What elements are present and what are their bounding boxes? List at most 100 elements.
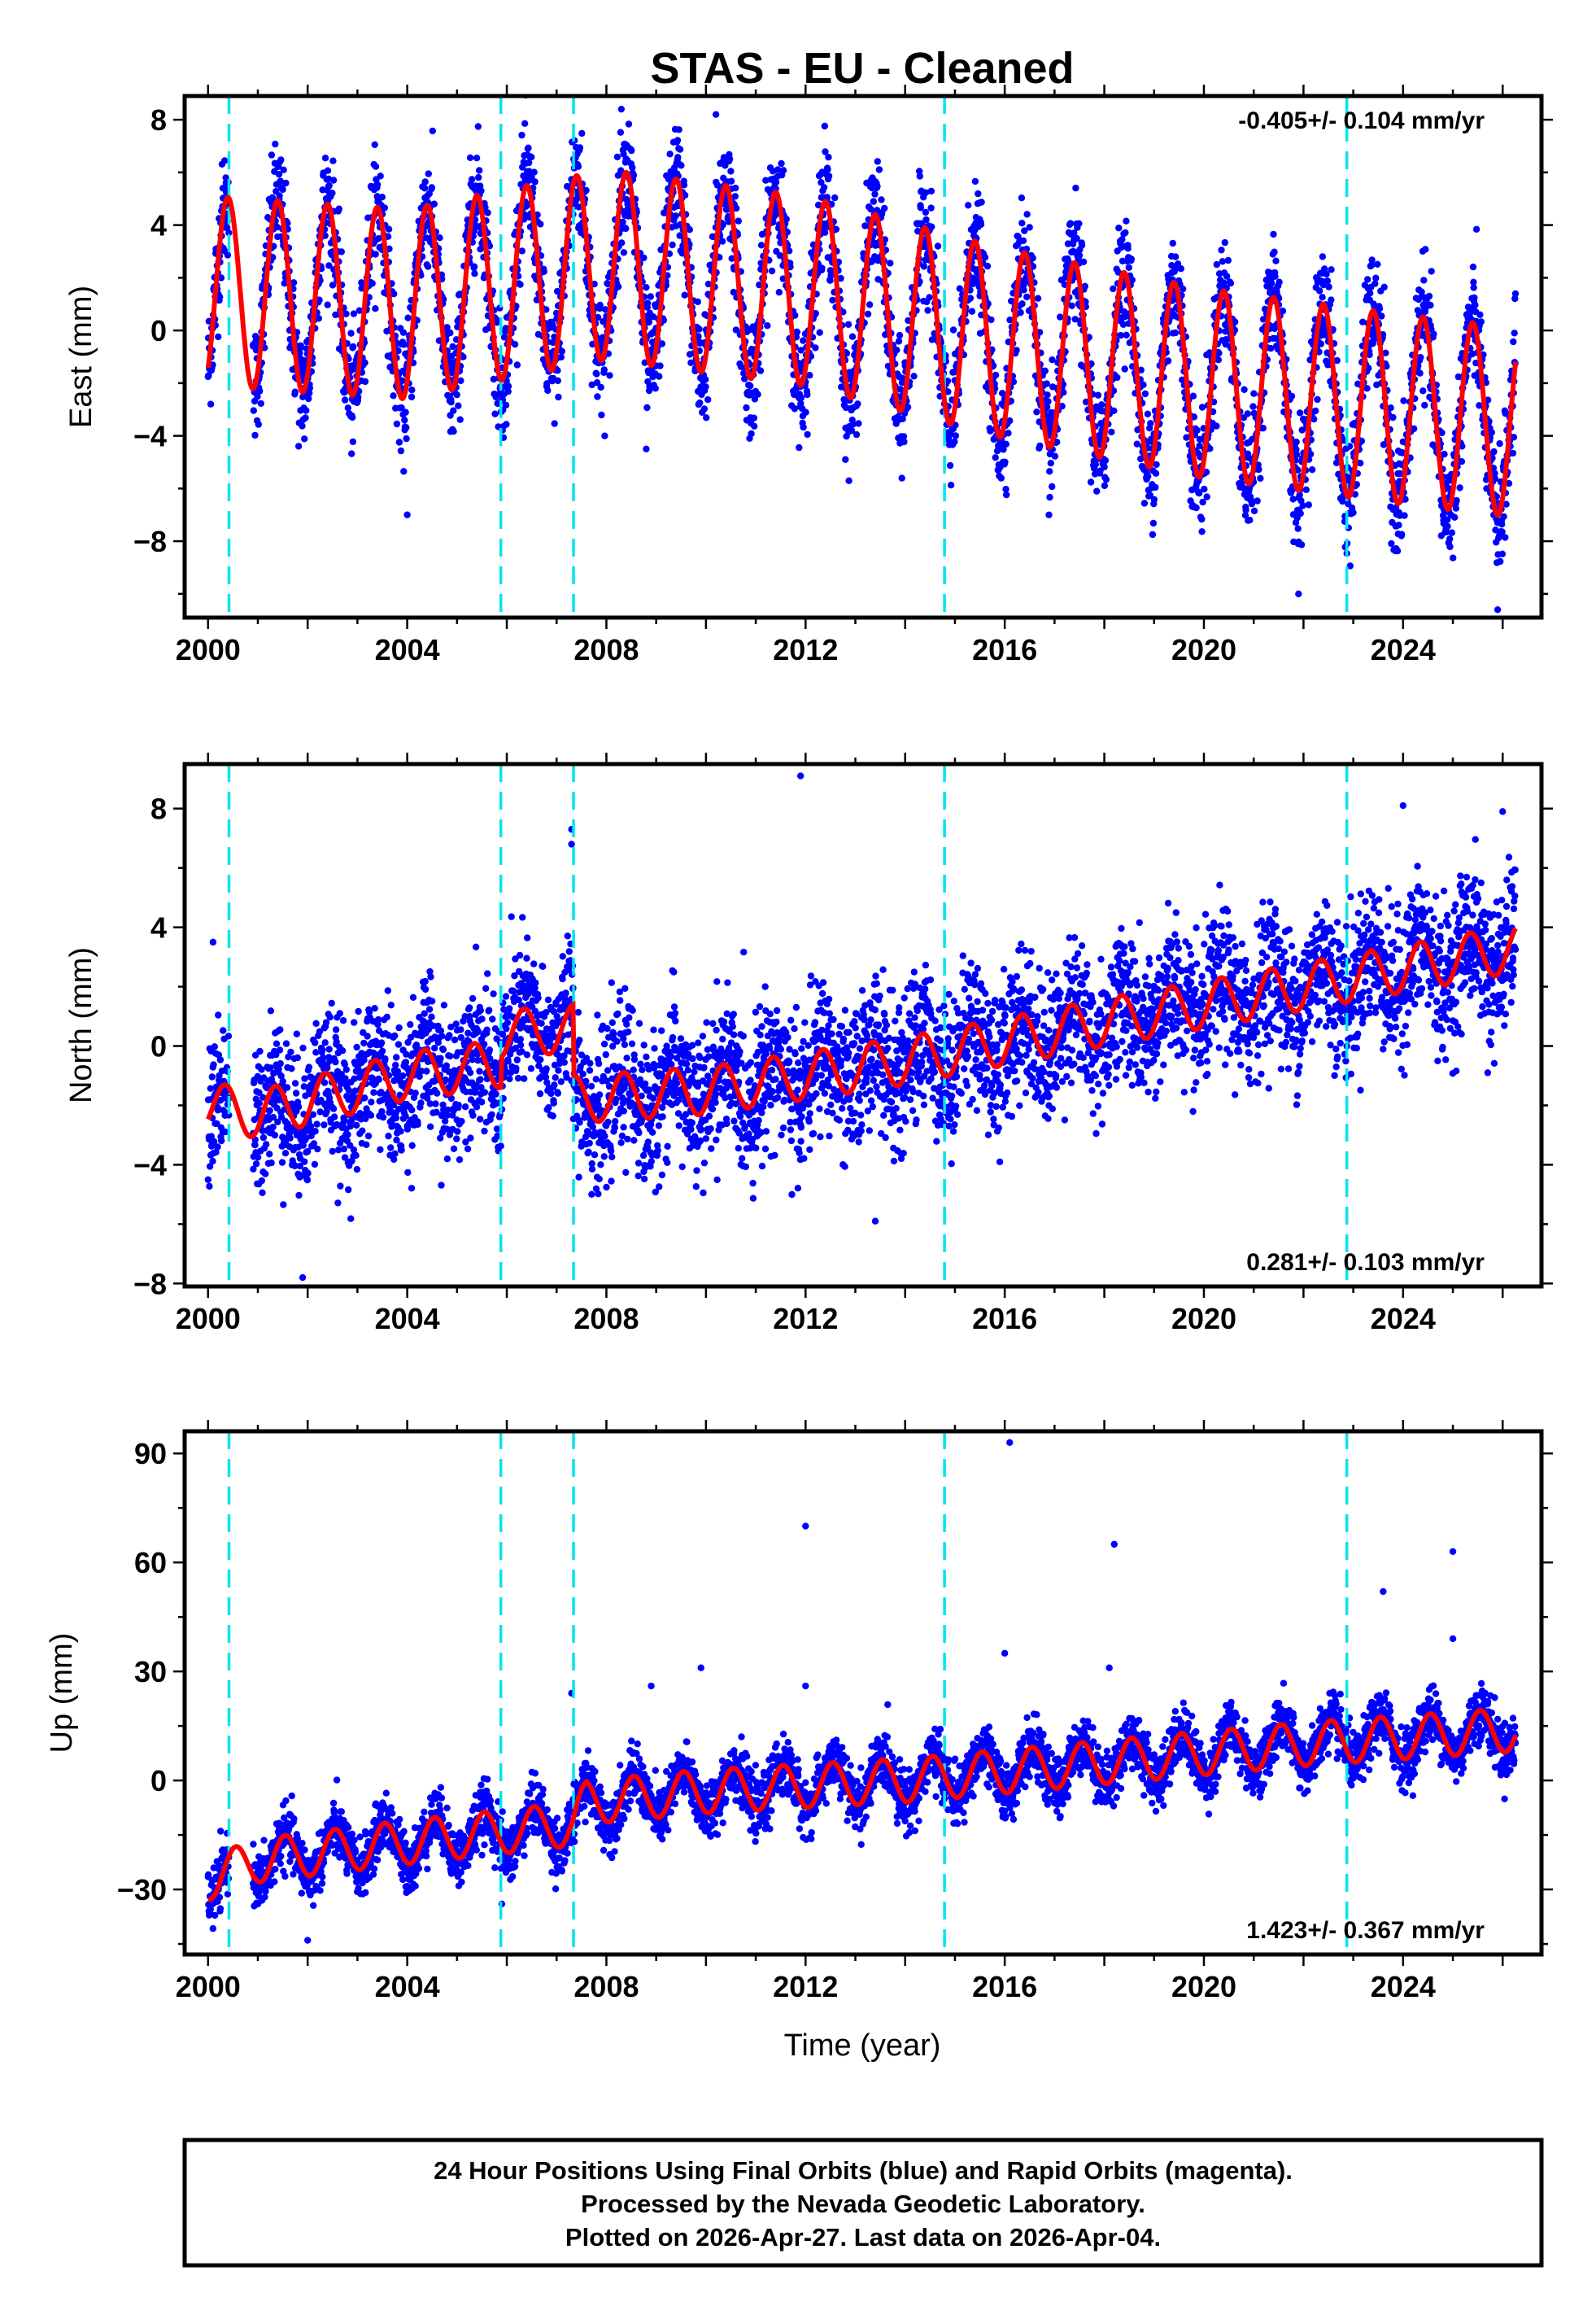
data-point: [1219, 258, 1227, 265]
data-point: [456, 416, 464, 423]
data-point: [576, 144, 584, 151]
data-point: [727, 177, 735, 185]
data-point: [1458, 458, 1466, 465]
data-point: [466, 154, 474, 161]
data-point: [1213, 422, 1220, 430]
data-point: [350, 343, 357, 351]
data-point: [751, 422, 758, 430]
data-point: [622, 225, 630, 233]
data-point: [617, 129, 625, 136]
data-point: [1319, 253, 1327, 260]
data-point: [874, 158, 882, 165]
data-point: [504, 387, 512, 395]
outlier-point: [1494, 606, 1502, 614]
data-point: [540, 268, 547, 275]
data-point: [992, 454, 999, 461]
data-point: [321, 155, 329, 162]
data-point: [390, 290, 398, 298]
data-point: [825, 154, 832, 161]
data-point: [747, 382, 754, 390]
data-point: [1227, 279, 1235, 287]
panels: 2000 2004 2008 2012 2016 2020 2024−8−4048East …: [45, 85, 1553, 2003]
data-point: [1057, 313, 1064, 321]
data-point: [502, 401, 510, 409]
data-point: [806, 372, 813, 379]
data-point: [513, 361, 521, 369]
data-point: [329, 177, 338, 184]
data-point: [1323, 277, 1332, 285]
data-point: [551, 420, 558, 427]
data-point: [1511, 330, 1518, 337]
data-point: [361, 359, 368, 366]
data-point: [1145, 473, 1152, 480]
data-point: [1490, 448, 1498, 456]
data-point: [741, 375, 748, 382]
data-point: [329, 190, 336, 197]
data-point: [1123, 217, 1130, 225]
data-point: [302, 414, 309, 421]
data-point: [881, 204, 888, 212]
data-point: [757, 242, 765, 249]
data-point: [1114, 373, 1121, 382]
data-point: [1034, 295, 1042, 302]
x-tick-label: 2008: [573, 633, 639, 666]
data-point: [686, 226, 693, 234]
data-point: [216, 293, 224, 301]
data-point: [355, 393, 362, 401]
data-point: [1294, 525, 1302, 532]
data-point: [266, 1151, 273, 1158]
data-point: [1363, 385, 1371, 392]
data-point: [601, 432, 608, 439]
data-point: [1072, 184, 1079, 192]
data-point: [1472, 225, 1480, 233]
data-point: [1102, 476, 1110, 483]
data-point: [1087, 478, 1095, 486]
data-point: [255, 421, 262, 428]
data-point: [977, 221, 985, 228]
data-point: [1471, 294, 1478, 302]
data-point: [268, 151, 276, 159]
data-point: [975, 190, 982, 198]
panel-east: 2000 2004 2008 2012 2016 2020 2024−8−4048East …: [64, 85, 1553, 666]
data-point: [276, 192, 283, 199]
data-point: [1018, 300, 1026, 308]
data-point: [266, 1107, 273, 1115]
data-point: [1297, 541, 1306, 548]
data-point: [361, 378, 369, 386]
data-point: [424, 263, 432, 270]
data-point: [1446, 535, 1454, 543]
data-point: [978, 199, 985, 206]
data-point: [1430, 330, 1437, 338]
data-point: [898, 474, 905, 482]
data-point: [628, 146, 635, 155]
data-point: [281, 280, 288, 287]
data-point: [1098, 401, 1105, 408]
data-point: [1325, 283, 1332, 290]
data-point: [428, 184, 435, 191]
data-point: [1018, 220, 1026, 227]
data-point: [1101, 463, 1108, 471]
data-point: [398, 404, 405, 412]
data-point: [1124, 245, 1132, 252]
data-point: [618, 239, 626, 247]
data-point: [301, 435, 308, 443]
data-point: [224, 251, 232, 259]
data-point: [299, 422, 306, 430]
data-point: [1380, 283, 1388, 290]
data-point: [988, 316, 995, 324]
data-point: [221, 157, 229, 164]
data-point: [1378, 312, 1385, 320]
data-point: [528, 153, 535, 161]
data-point: [368, 280, 376, 287]
data-point: [578, 129, 586, 138]
data-point: [450, 407, 457, 414]
data-point: [672, 212, 679, 220]
data-point: [678, 162, 685, 169]
data-point: [1387, 404, 1394, 412]
data-point: [490, 375, 498, 383]
data-point: [643, 404, 651, 412]
data-point: [403, 424, 410, 431]
data-point: [217, 274, 225, 282]
data-point: [329, 282, 337, 289]
data-point: [397, 447, 405, 455]
